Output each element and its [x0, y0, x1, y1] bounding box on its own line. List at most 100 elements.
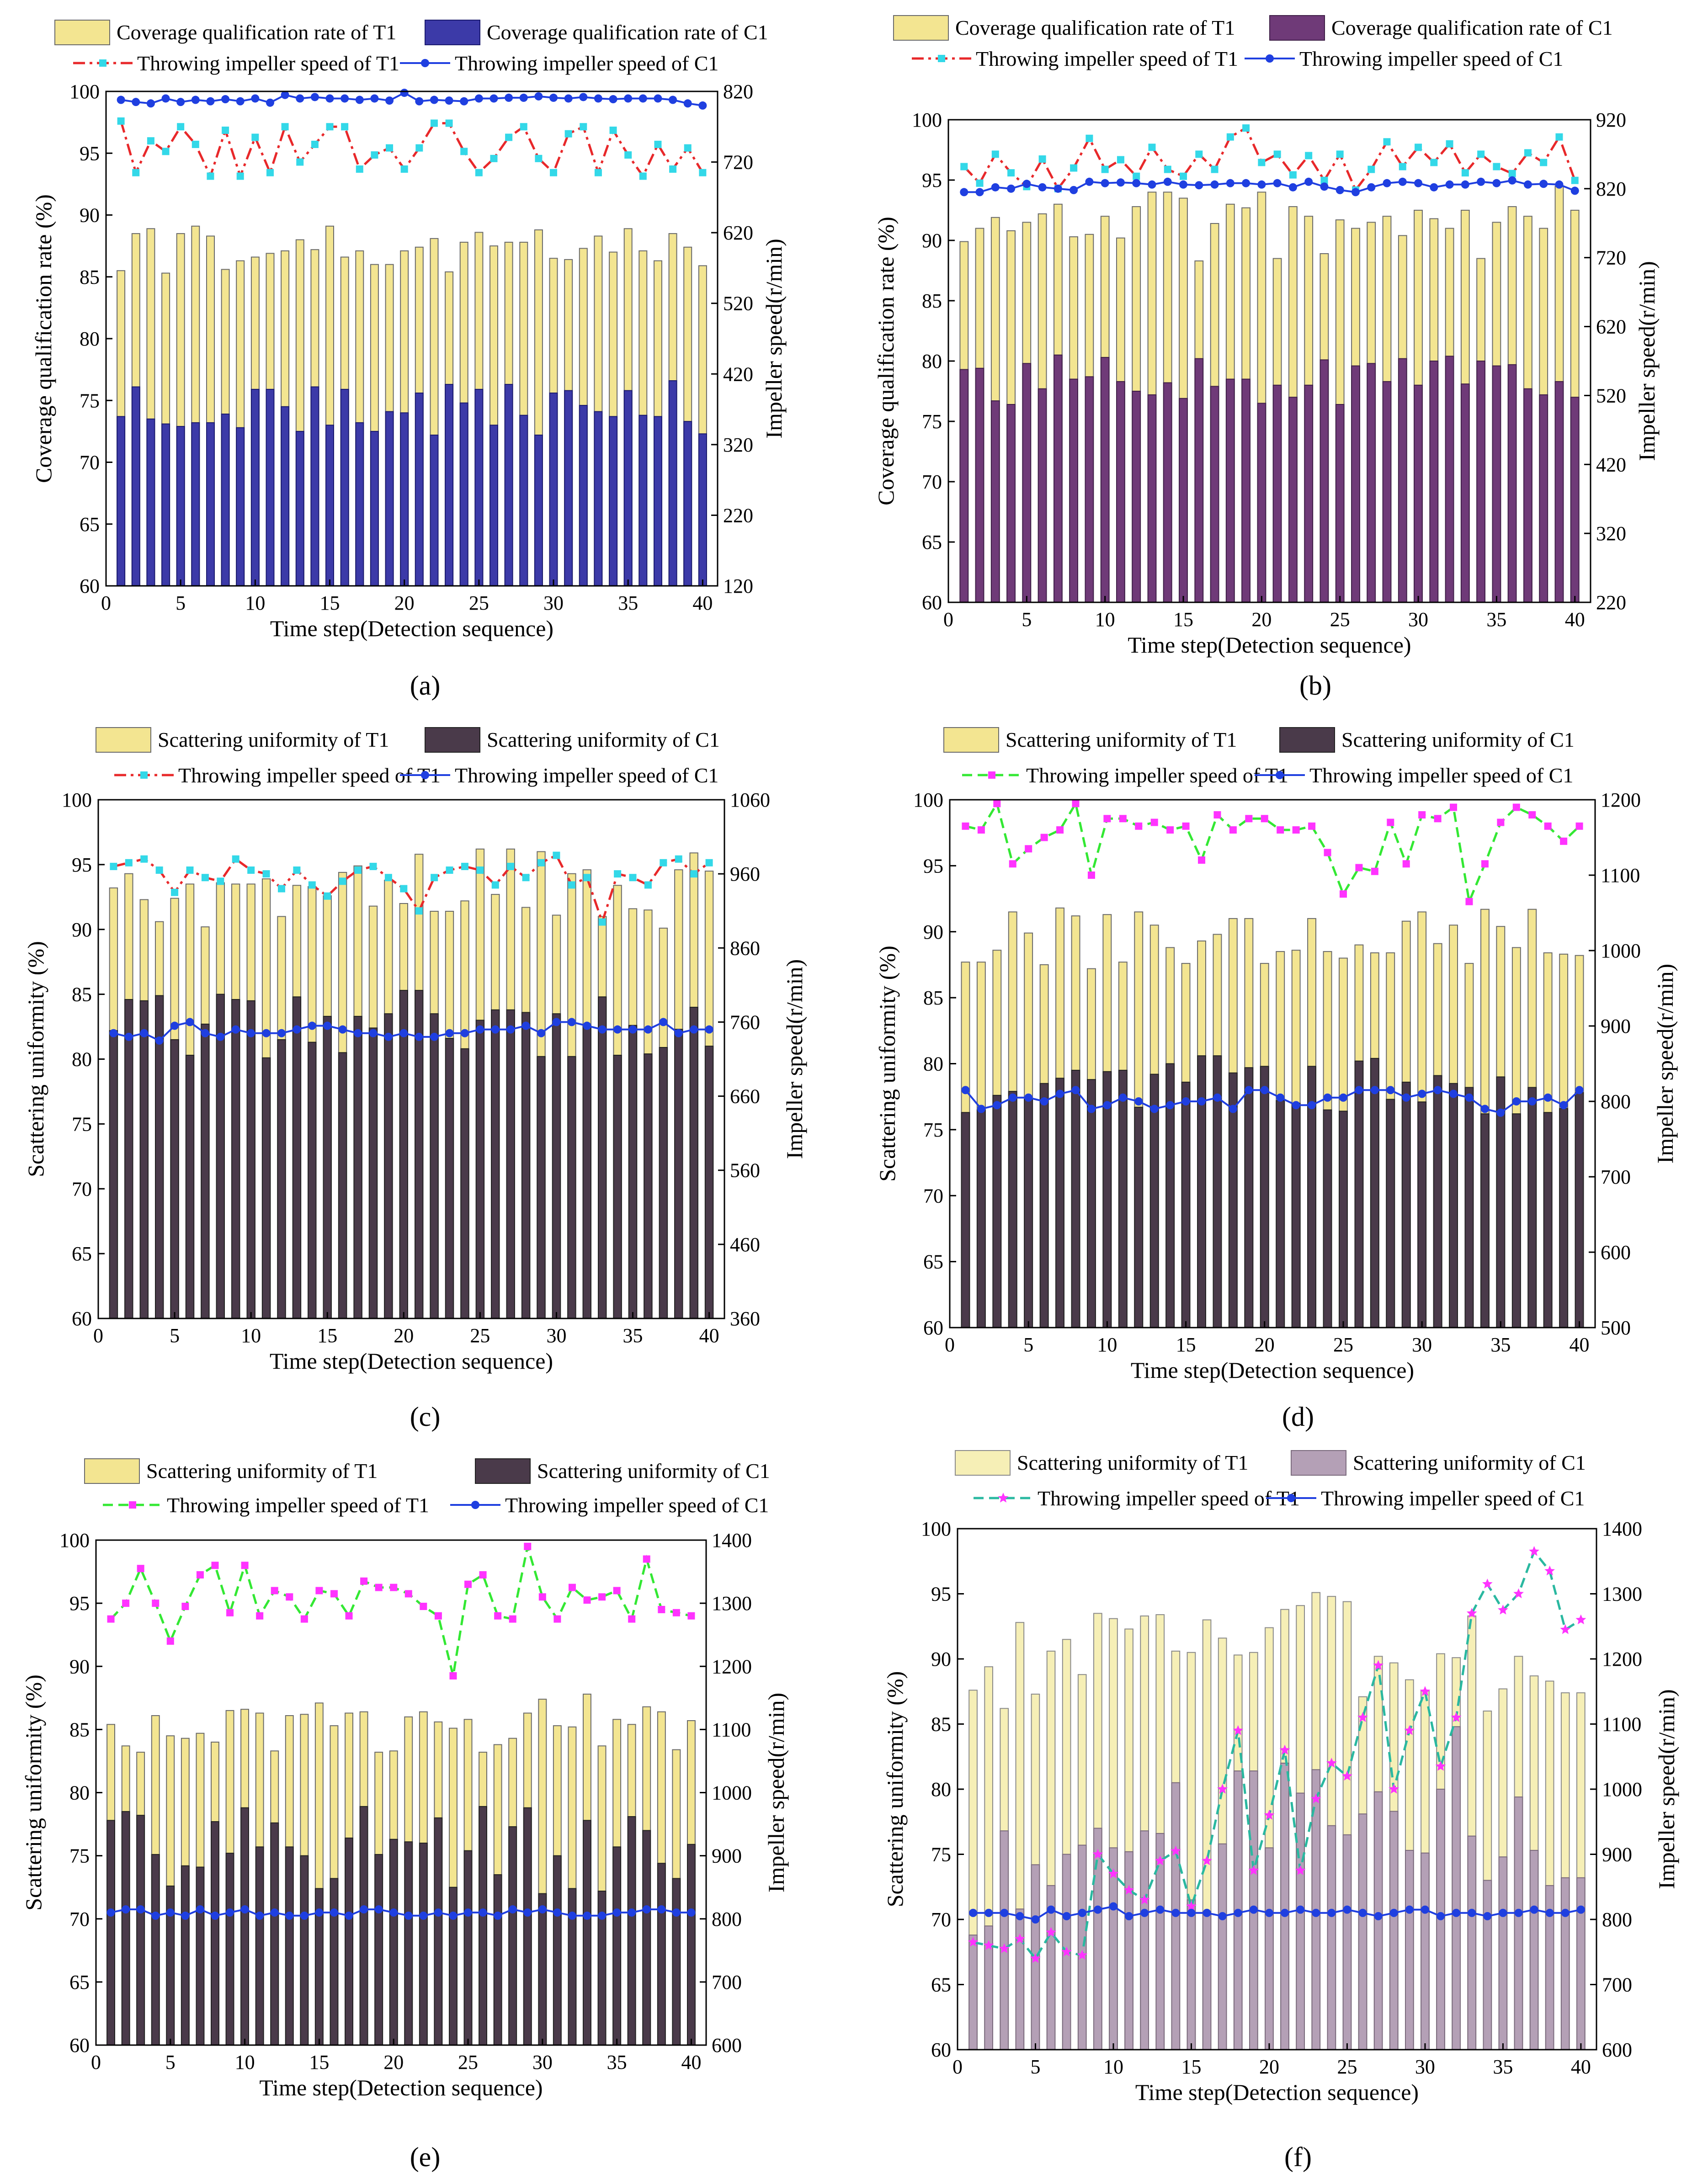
speed-c1-point — [1118, 1093, 1127, 1102]
bar-c1 — [277, 1039, 286, 1319]
y2-tick-label: 220 — [723, 504, 753, 526]
speed-t1-point — [1402, 860, 1410, 868]
legend-marker-t1 — [988, 771, 995, 779]
x-tick-label: 25 — [1330, 608, 1350, 631]
speed-t1-point — [1342, 1770, 1352, 1781]
speed-c1-point — [1312, 1908, 1320, 1917]
y2-tick-label: 1000 — [1601, 940, 1641, 962]
speed-c1-point — [1405, 1905, 1414, 1914]
speed-t1-point — [505, 133, 513, 141]
bar-c1 — [1421, 1852, 1430, 2050]
speed-c1-point — [325, 94, 334, 103]
y2-axis-title: Impeller speed(r/min) — [1652, 964, 1678, 1164]
bar-c1 — [698, 433, 707, 586]
speed-c1-point — [300, 1911, 309, 1920]
x-tick-label: 25 — [469, 592, 489, 614]
bar-c1 — [1038, 388, 1047, 603]
bar-c1 — [310, 386, 319, 586]
bar-c1 — [1006, 404, 1016, 603]
bar-c1 — [384, 1013, 393, 1319]
speed-t1-point — [415, 144, 423, 152]
speed-c1-point — [389, 1908, 398, 1917]
bar-c1 — [353, 1015, 362, 1319]
bar-c1 — [225, 1853, 234, 2046]
x-tick-label: 25 — [1333, 1334, 1353, 1356]
x-tick-label: 30 — [546, 1324, 566, 1347]
speed-c1-point — [1132, 179, 1141, 187]
speed-c1-point — [345, 1911, 353, 1920]
y-tick-label: 65 — [69, 1971, 90, 1993]
speed-t1-point — [669, 165, 677, 173]
speed-t1-point — [311, 140, 319, 148]
bar-c1 — [117, 416, 126, 587]
speed-t1-point — [400, 165, 408, 173]
bar-c1 — [479, 1806, 487, 2046]
speed-t1-point — [1092, 1849, 1103, 1859]
bar-c1 — [990, 400, 1000, 603]
speed-t1-point — [594, 169, 602, 176]
legend-label: Coverage qualification rate of C1 — [1331, 16, 1613, 39]
bar-c1 — [579, 405, 588, 586]
speed-t1-point — [524, 1542, 532, 1550]
panel-label: (b) — [1299, 670, 1331, 701]
speed-t1-point — [1367, 165, 1375, 173]
speed-t1-point — [186, 866, 194, 874]
speed-t1-point — [137, 1565, 144, 1573]
speed-t1-point — [1030, 1953, 1041, 1963]
speed-t1-point — [658, 1605, 665, 1613]
x-tick-label: 35 — [618, 592, 638, 614]
speed-c1-point — [993, 1101, 1001, 1110]
speed-t1-point — [550, 169, 558, 176]
speed-t1-line — [973, 1549, 1582, 1961]
speed-t1-point — [1166, 826, 1174, 834]
speed-c1-point — [1125, 1912, 1133, 1920]
speed-t1-point — [1420, 1686, 1431, 1696]
bar-c1 — [1181, 1081, 1191, 1328]
speed-t1-point — [404, 1590, 412, 1598]
speed-c1-point — [1187, 1908, 1196, 1917]
bar-c1 — [151, 1854, 160, 2046]
speed-t1-point — [360, 1577, 368, 1585]
bar-c1 — [1163, 382, 1172, 603]
bar-c1 — [340, 388, 349, 587]
speed-c1-point — [1210, 180, 1219, 189]
bar-c1 — [598, 996, 607, 1319]
speed-t1-point — [1123, 1884, 1134, 1895]
speed-t1-point — [1139, 1894, 1150, 1904]
bar-c1 — [674, 1029, 683, 1319]
legend-marker-c1 — [1287, 1494, 1295, 1502]
speed-c1-point — [151, 1911, 160, 1920]
bar-c1 — [689, 1007, 698, 1319]
speed-c1-point — [1437, 1912, 1445, 1920]
speed-c1-point — [1038, 183, 1047, 191]
bar-c1 — [323, 1015, 332, 1319]
speed-c1-point — [355, 96, 364, 104]
speed-c1-point — [687, 1908, 696, 1917]
speed-c1-point — [216, 1032, 225, 1041]
speed-t1-point — [341, 123, 349, 131]
speed-c1-point — [277, 1029, 286, 1037]
speed-t1-point — [1171, 1845, 1181, 1856]
x-tick-label: 25 — [470, 1324, 490, 1347]
speed-c1-point — [1062, 1912, 1071, 1920]
speed-t1-point — [207, 172, 214, 180]
speed-t1-point — [177, 123, 185, 131]
speed-c1-point — [1071, 1086, 1080, 1095]
speed-t1-point — [1575, 822, 1583, 830]
bar-c1 — [308, 1042, 317, 1319]
speed-c1-point — [109, 1029, 118, 1037]
x-tick-label: 15 — [309, 2051, 329, 2073]
bar-c1 — [1342, 1834, 1352, 2051]
speed-c1-point — [1292, 1101, 1300, 1110]
x-tick-label: 5 — [176, 592, 186, 614]
speed-c1-point — [1166, 1101, 1175, 1110]
y-tick-label: 80 — [69, 1782, 90, 1804]
x-tick-label: 40 — [681, 2051, 701, 2073]
speed-t1-point — [1324, 849, 1331, 856]
speed-t1-point — [1108, 1868, 1119, 1878]
speed-t1-point — [356, 165, 363, 173]
bar-c1 — [519, 415, 528, 586]
legend-label: Throwing impeller speed of C1 — [1321, 1487, 1585, 1510]
bar-c1 — [445, 1038, 454, 1319]
bar-c1 — [161, 423, 170, 586]
